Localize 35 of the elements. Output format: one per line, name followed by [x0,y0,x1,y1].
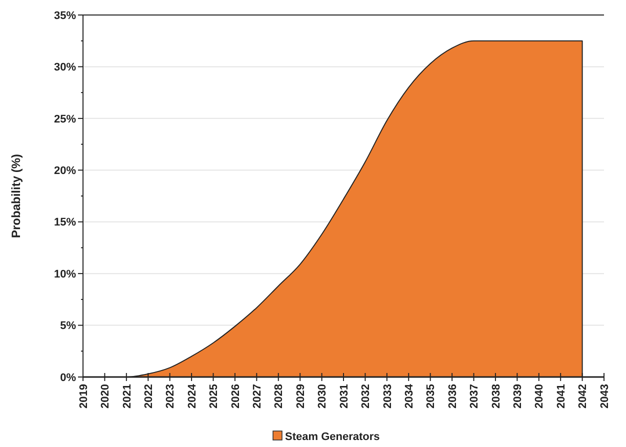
x-tick-label: 2019 [78,384,90,408]
x-tick-label: 2026 [230,384,242,408]
x-tick-label: 2037 [468,384,481,408]
x-tick-label: 2041 [555,384,568,408]
x-tick-label: 2040 [534,384,546,408]
x-tick-label: 2036 [446,384,459,408]
x-tick-label: 2025 [208,384,220,408]
x-tick-label: 2038 [490,384,502,408]
legend-label: Steam Generators [285,431,380,443]
x-tick-label: 2042 [577,384,590,408]
y-tick-label: 25% [54,113,76,126]
y-tick-label: 30% [54,62,76,74]
y-tick-label: 5% [60,320,76,332]
x-tick-label: 2029 [294,384,307,408]
y-tick-label: 10% [54,268,76,280]
y-tick-label: 15% [54,216,76,229]
x-tick-label: 2028 [273,384,286,408]
x-tick-label: 2023 [164,384,177,408]
x-tick-label: 2039 [512,384,524,408]
x-tick-label: 2043 [598,384,611,408]
y-tick-label: 35% [54,10,76,22]
y-tick-label: 0% [60,372,76,384]
y-axis-title: Probability (%) [9,154,23,238]
x-tick-label: 2020 [100,384,112,408]
x-tick-label: 2030 [316,384,329,408]
x-tick-label: 2031 [338,384,350,408]
x-tick-label: 2032 [360,384,372,408]
x-tick-label: 2022 [142,384,155,408]
x-tick-label: 2035 [425,384,438,408]
x-tick-label: 2034 [403,383,416,408]
y-tick-label: 20% [54,164,76,177]
x-tick-label: 2033 [382,384,394,408]
x-tick-label: 2024 [186,383,198,408]
x-tick-label: 2027 [252,384,264,408]
x-tick-label: 2021 [121,384,134,408]
